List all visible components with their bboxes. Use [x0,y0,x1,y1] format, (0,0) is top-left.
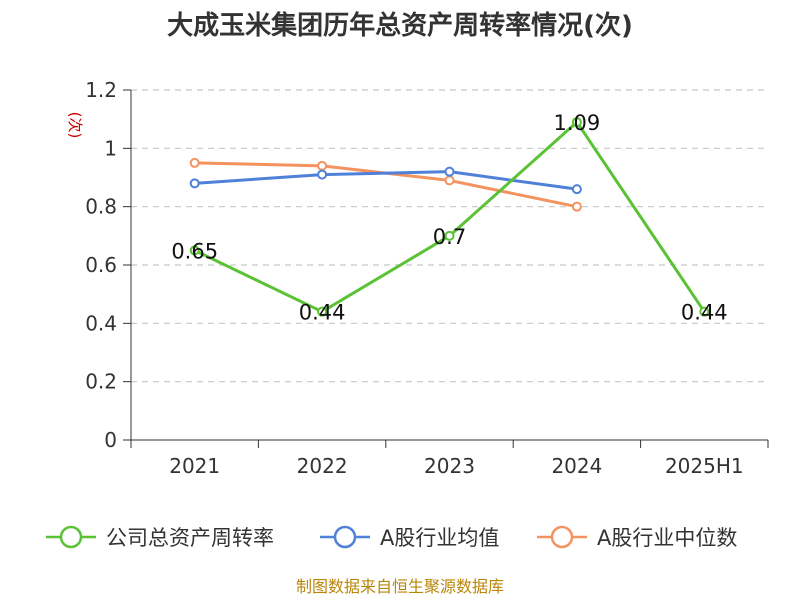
x-tick-label: 2025H1 [665,454,744,478]
legend-swatch-marker [333,525,357,549]
legend-label: A股行业中位数 [597,526,737,550]
data-label: 0.7 [433,225,466,249]
data-point [571,201,582,212]
x-tick-label: 2023 [424,454,475,478]
data-point [571,117,582,128]
legend-label: A股行业均值 [380,526,499,550]
axes: 0 0.2 0.4 0.6 0.8 1 1.2 2021 2022 2023 2024 2025H1 [85,78,769,478]
legend-swatch-marker [550,525,574,549]
y-tick-label: 0.6 [85,253,117,277]
series-layer: 0.65 0.44 0.7 1.09 0.44 [171,111,727,325]
data-point [317,160,328,171]
data-point [444,175,455,186]
legend: 公司总资产周转率 A股行业均值 A股行业中位数 [46,525,737,550]
chart-title: 大成玉米集团历年总资产周转率情况(次) [167,10,633,41]
data-label: 0.44 [681,301,728,325]
data-point [699,306,710,317]
data-point [571,184,582,195]
legend-label: 公司总资产周转率 [106,526,274,550]
data-point [189,157,200,168]
data-point [317,169,328,180]
y-tick-label: 1.2 [85,78,117,102]
series-line [194,161,578,209]
x-tick-label: 2022 [297,454,348,478]
grid-lines [131,89,768,383]
legend-swatch-marker [59,525,83,549]
data-point [444,166,455,177]
x-tick-label: 2024 [551,454,602,478]
data-label: 0.65 [171,239,218,263]
series-line [194,120,706,314]
y-tick-label: 0.8 [85,195,117,219]
y-tick-label: 1 [104,136,117,160]
data-label: 1.09 [554,111,601,135]
source-note: 制图数据来自恒生聚源数据库 [296,577,504,596]
y-tick-label: 0 [104,428,117,452]
data-point [189,245,200,256]
data-point [189,178,200,189]
y-tick-label: 0.2 [85,370,117,394]
y-axis-label: (次) [66,112,84,139]
data-point [317,306,328,317]
y-tick-label: 0.4 [85,311,117,335]
data-point [444,230,455,241]
x-tick-label: 2021 [169,454,220,478]
data-label: 0.44 [299,301,346,325]
